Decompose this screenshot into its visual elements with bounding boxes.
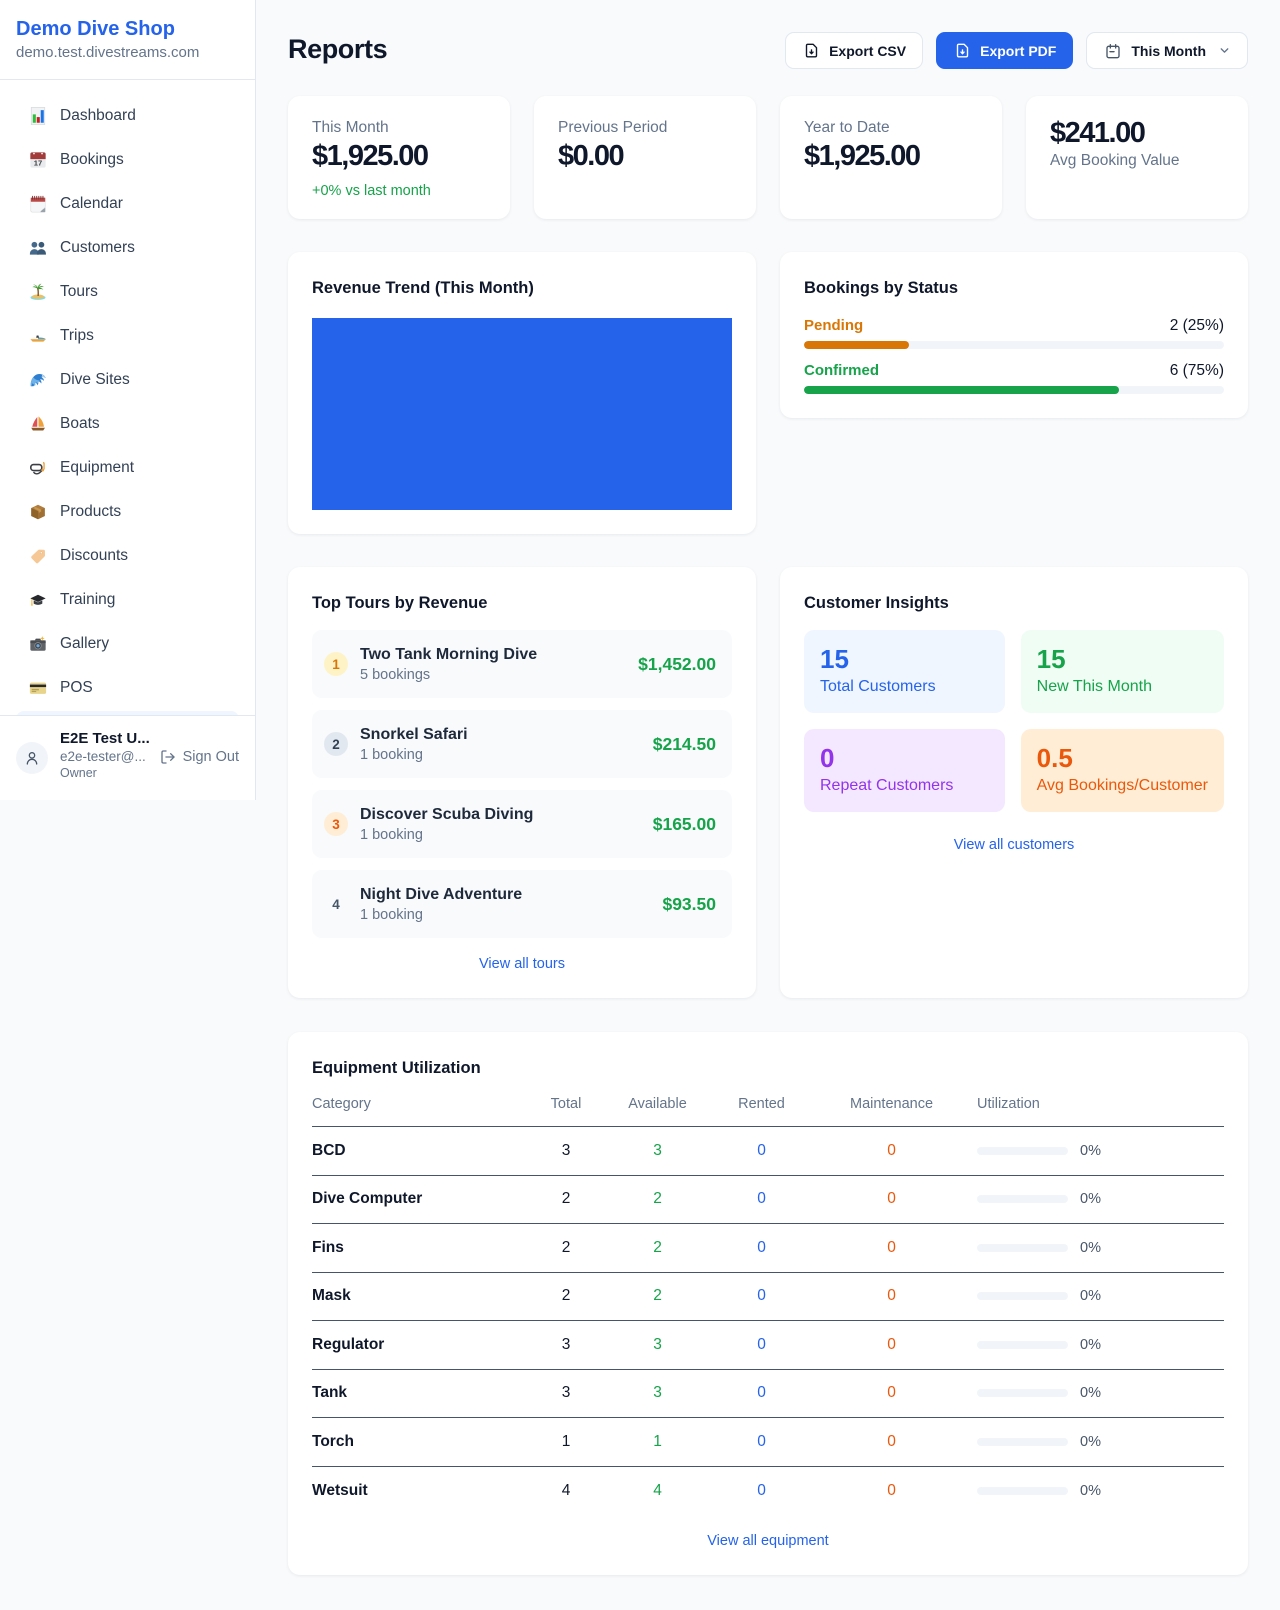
- svg-text:17: 17: [34, 159, 42, 168]
